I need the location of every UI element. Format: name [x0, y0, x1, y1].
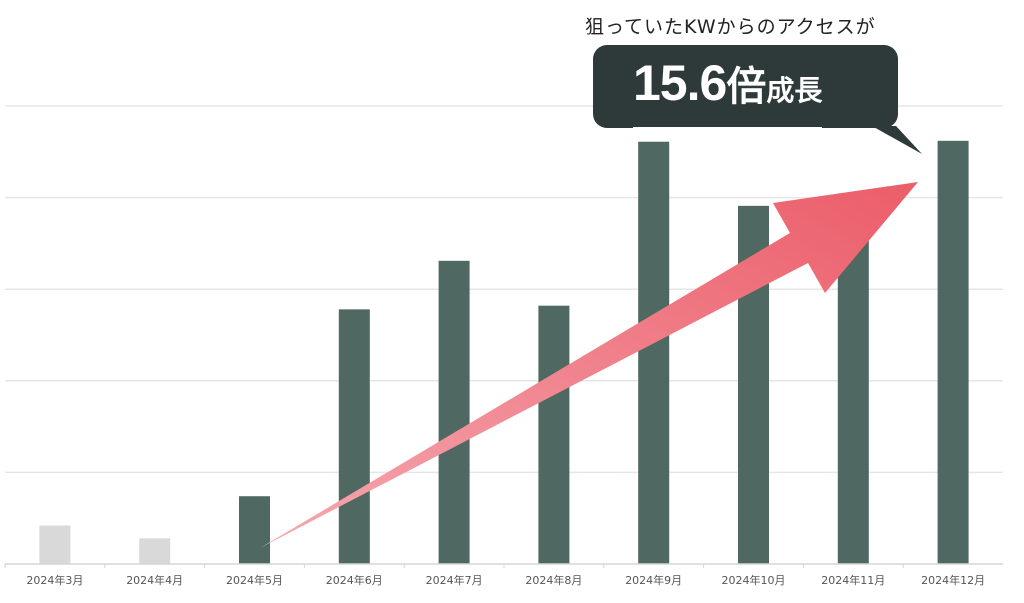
bar-4-month — [139, 538, 171, 564]
callout-tail — [872, 126, 922, 154]
x-tick-label: 2024年8月 — [525, 573, 582, 587]
bar-5-month — [239, 496, 270, 564]
growth-unit: 倍 — [726, 64, 767, 110]
bar-6-month — [338, 309, 370, 564]
x-tick-label: 2024年6月 — [326, 573, 383, 587]
bar-3-month — [39, 525, 71, 564]
x-tick-label: 2024年11月 — [821, 573, 885, 587]
x-axis: 2024年3月 2024年4月 2024年5月 2024年6月 2024年7月 2024年… — [4, 563, 1003, 587]
annotation-subtitle: 狙っていたKWからのアクセスが — [585, 16, 876, 38]
x-tick-label: 2024年4月 — [126, 573, 183, 587]
growth-figure: 15.6倍成長 — [633, 51, 823, 130]
x-tick-label: 2024年5月 — [226, 573, 283, 587]
growth-suffix: 成長 — [766, 74, 823, 107]
x-tick-label: 2024年9月 — [625, 573, 682, 587]
bar-12-month — [937, 140, 969, 565]
bar-11-month — [837, 234, 869, 565]
growth-number: 15.6 — [633, 55, 727, 111]
x-tick-label: 2024年10月 — [722, 573, 786, 587]
x-tick-label: 2024年12月 — [921, 573, 985, 587]
bar-9-month — [638, 141, 670, 564]
growth-arrow — [260, 182, 918, 548]
bars — [39, 140, 969, 565]
x-tick-label: 2024年3月 — [26, 573, 83, 587]
bar-7-month — [438, 260, 470, 564]
bar-8-month — [538, 305, 570, 564]
x-tick-label: 2024年7月 — [426, 573, 483, 587]
growth-callout: 15.6倍成長 — [593, 45, 898, 130]
